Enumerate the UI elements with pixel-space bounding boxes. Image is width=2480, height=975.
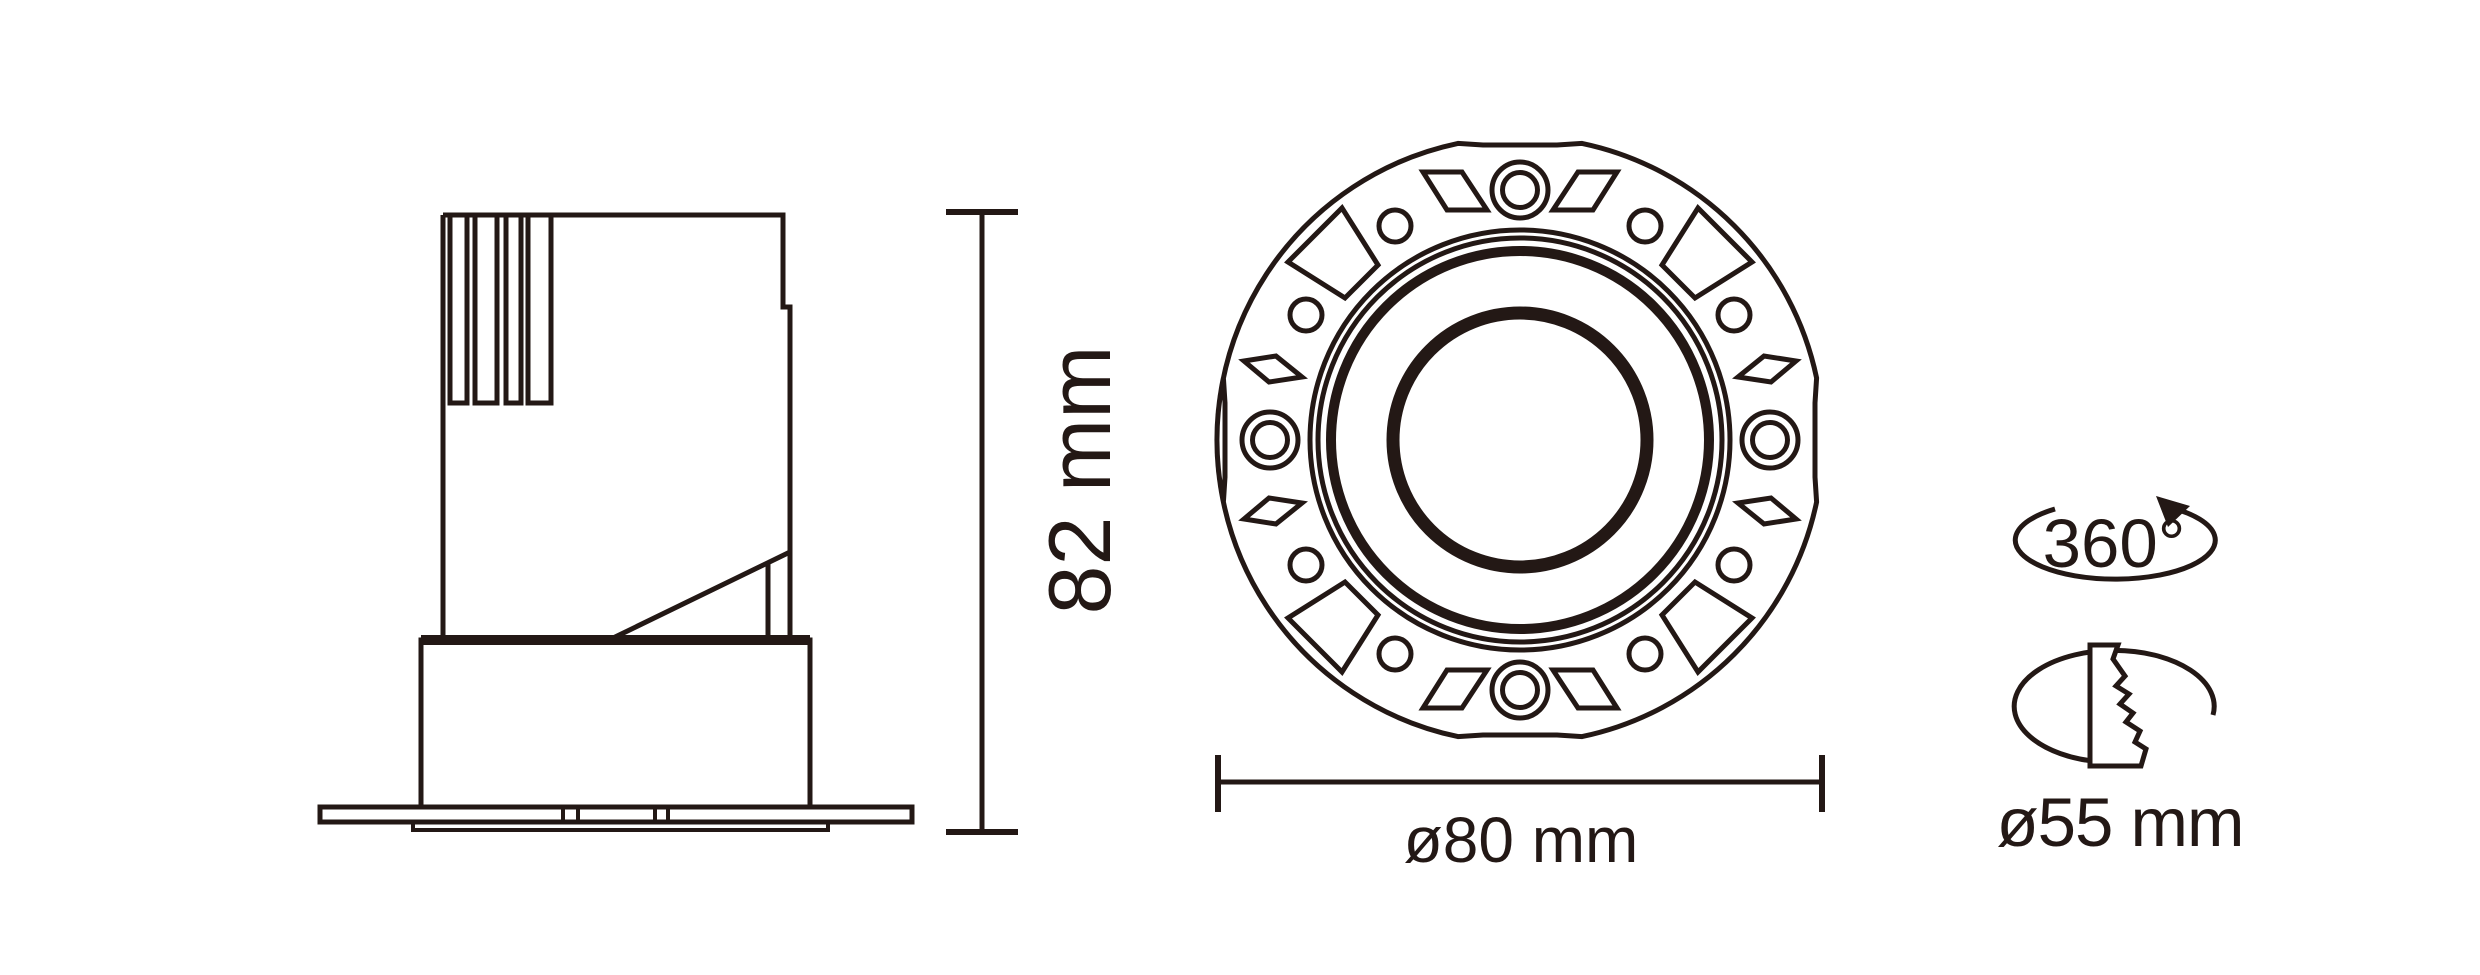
rotation-label: 360° bbox=[2043, 505, 2186, 582]
ceiling-cutout-icon: ø55 mm bbox=[1996, 642, 2245, 861]
side-view-drawing bbox=[317, 212, 915, 832]
rotation-ellipse-arrow-arc bbox=[2012, 505, 2218, 582]
heatsink-fins bbox=[447, 212, 554, 406]
side-view-height-dimension: 82 mm bbox=[946, 209, 1129, 835]
lens-retaining-ring bbox=[1386, 306, 1654, 574]
front-view-drawing bbox=[1214, 140, 1820, 740]
trim-under-lip bbox=[411, 820, 830, 832]
plate-cutouts-lower-half bbox=[1242, 208, 1661, 718]
flange-edge-ticks bbox=[561, 807, 670, 822]
cutout-diameter-label: ø55 mm bbox=[1996, 784, 2243, 861]
diameter-dimension-label: ø80 mm bbox=[1404, 804, 1639, 876]
rotation-360-icon: 360° bbox=[2012, 496, 2218, 582]
bezel-ring-inner bbox=[1326, 246, 1714, 634]
tilt-diagonal-line bbox=[609, 549, 792, 642]
cutout-hole-ellipse bbox=[2011, 647, 2217, 765]
trim-flange bbox=[317, 804, 915, 825]
front-view-diameter-dimension: ø80 mm bbox=[1215, 755, 1825, 876]
plate-cutouts-upper-half bbox=[1379, 162, 1798, 672]
rotation-arrowhead bbox=[2156, 496, 2190, 527]
body-outline bbox=[443, 212, 793, 640]
mounting-plate-rim bbox=[1214, 140, 1820, 740]
lower-housing bbox=[418, 637, 813, 810]
height-dimension-label: 82 mm bbox=[1030, 346, 1129, 615]
cut-section-zigzag bbox=[2087, 642, 2149, 769]
bezel-ring-outer bbox=[1307, 227, 1733, 653]
bezel-ring-middle bbox=[1315, 235, 1725, 645]
